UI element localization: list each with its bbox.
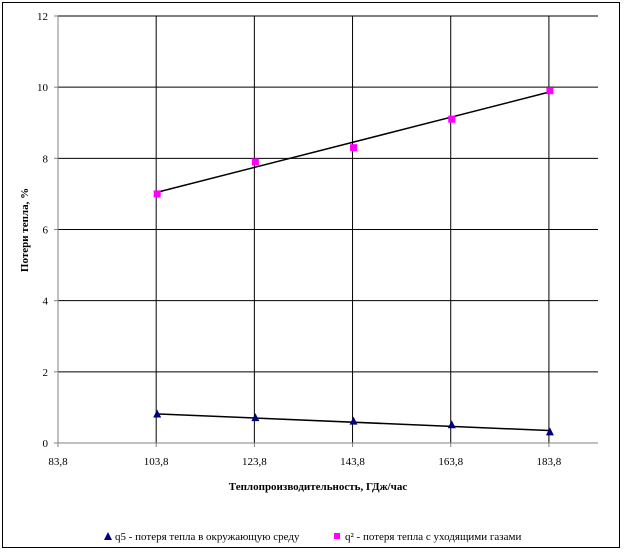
x-tick-label: 103,8 (144, 456, 169, 468)
legend-label-q5: q5 - потеря тепла в окружающую среду (115, 531, 300, 543)
y-axis-title: Потери тепла, % (19, 188, 31, 272)
chart-frame (2, 2, 620, 548)
grid (58, 15, 598, 443)
data-points (153, 87, 554, 436)
point-q2 (546, 87, 554, 95)
y-tick-label: 10 (37, 82, 49, 94)
x-tick-label: 163,8 (438, 456, 463, 468)
point-q2 (448, 115, 456, 123)
legend-label-q2: q² - потеря тепла с уходящими газами (345, 531, 521, 543)
y-tick-label: 12 (37, 11, 48, 23)
x-tick-label: 143,8 (340, 456, 365, 468)
trendline-q2 (155, 91, 550, 194)
point-q5 (153, 409, 162, 418)
point-q5 (349, 416, 358, 425)
point-q5 (251, 413, 260, 422)
y-tick-label: 8 (43, 153, 49, 165)
x-tick-label: 183,8 (537, 456, 562, 468)
tick-labels: 0 2 4 6 8 10 12 83,8 103,8 123,8 143,8 163,8 183,8 (37, 11, 562, 468)
point-q2 (251, 158, 259, 166)
x-axis-title: Теплопроизводительность, ГДж/час (229, 481, 408, 493)
y-tick-label: 4 (43, 296, 49, 308)
legend-marker-q2 (334, 533, 340, 539)
y-tick-label: 0 (43, 438, 49, 450)
point-q2 (153, 190, 161, 198)
legend-marker-q5 (104, 532, 112, 540)
point-q5 (545, 427, 554, 436)
axes (54, 15, 598, 447)
legend: q5 - потеря тепла в окружающую среду q² … (104, 531, 521, 543)
x-tick-label: 83,8 (48, 456, 68, 468)
y-tick-label: 6 (43, 225, 49, 237)
x-tick-label: 123,8 (242, 456, 267, 468)
point-q2 (350, 144, 358, 152)
point-q5 (447, 420, 456, 429)
y-tick-label: 2 (43, 367, 49, 379)
